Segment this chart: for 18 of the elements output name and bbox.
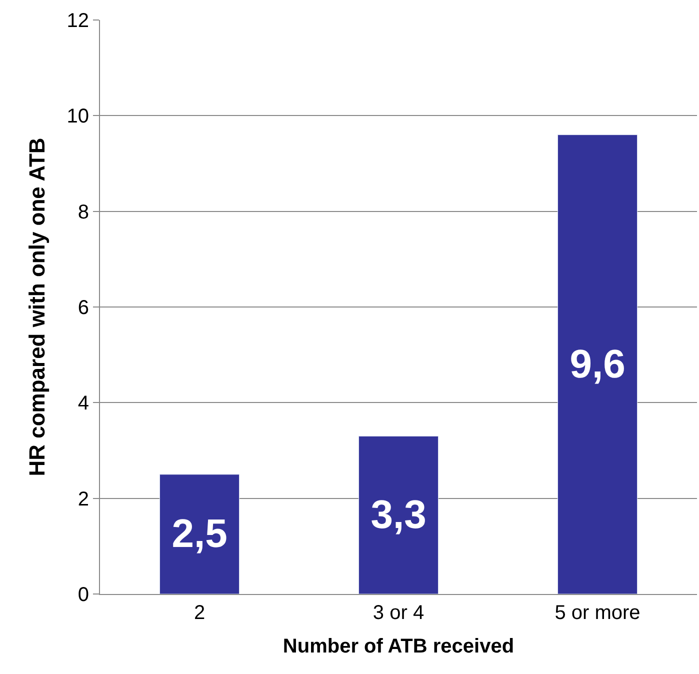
y-tick-label: 10	[66, 106, 89, 128]
y-tick-label: 4	[78, 392, 89, 415]
x-tick-label: 2	[194, 602, 206, 624]
y-tick-label: 6	[78, 297, 89, 319]
y-tick-label: 12	[66, 10, 89, 32]
y-axis-title: HR compared with only one ATB	[24, 138, 50, 476]
x-tick-label: 3 or 4	[372, 602, 424, 624]
y-tick-label: 2	[78, 488, 89, 510]
bar	[557, 134, 638, 594]
bar	[159, 474, 240, 594]
y-tick-label: 8	[78, 201, 89, 224]
x-tick-label: 5 or more	[554, 602, 640, 624]
data-label: 3,3	[370, 493, 426, 538]
y-tick-label: 0	[78, 584, 89, 606]
data-label: 9,6	[570, 342, 626, 386]
x-axis-title: Number of ATB received	[282, 636, 514, 658]
data-label: 2,5	[172, 512, 228, 556]
bar	[358, 436, 439, 594]
